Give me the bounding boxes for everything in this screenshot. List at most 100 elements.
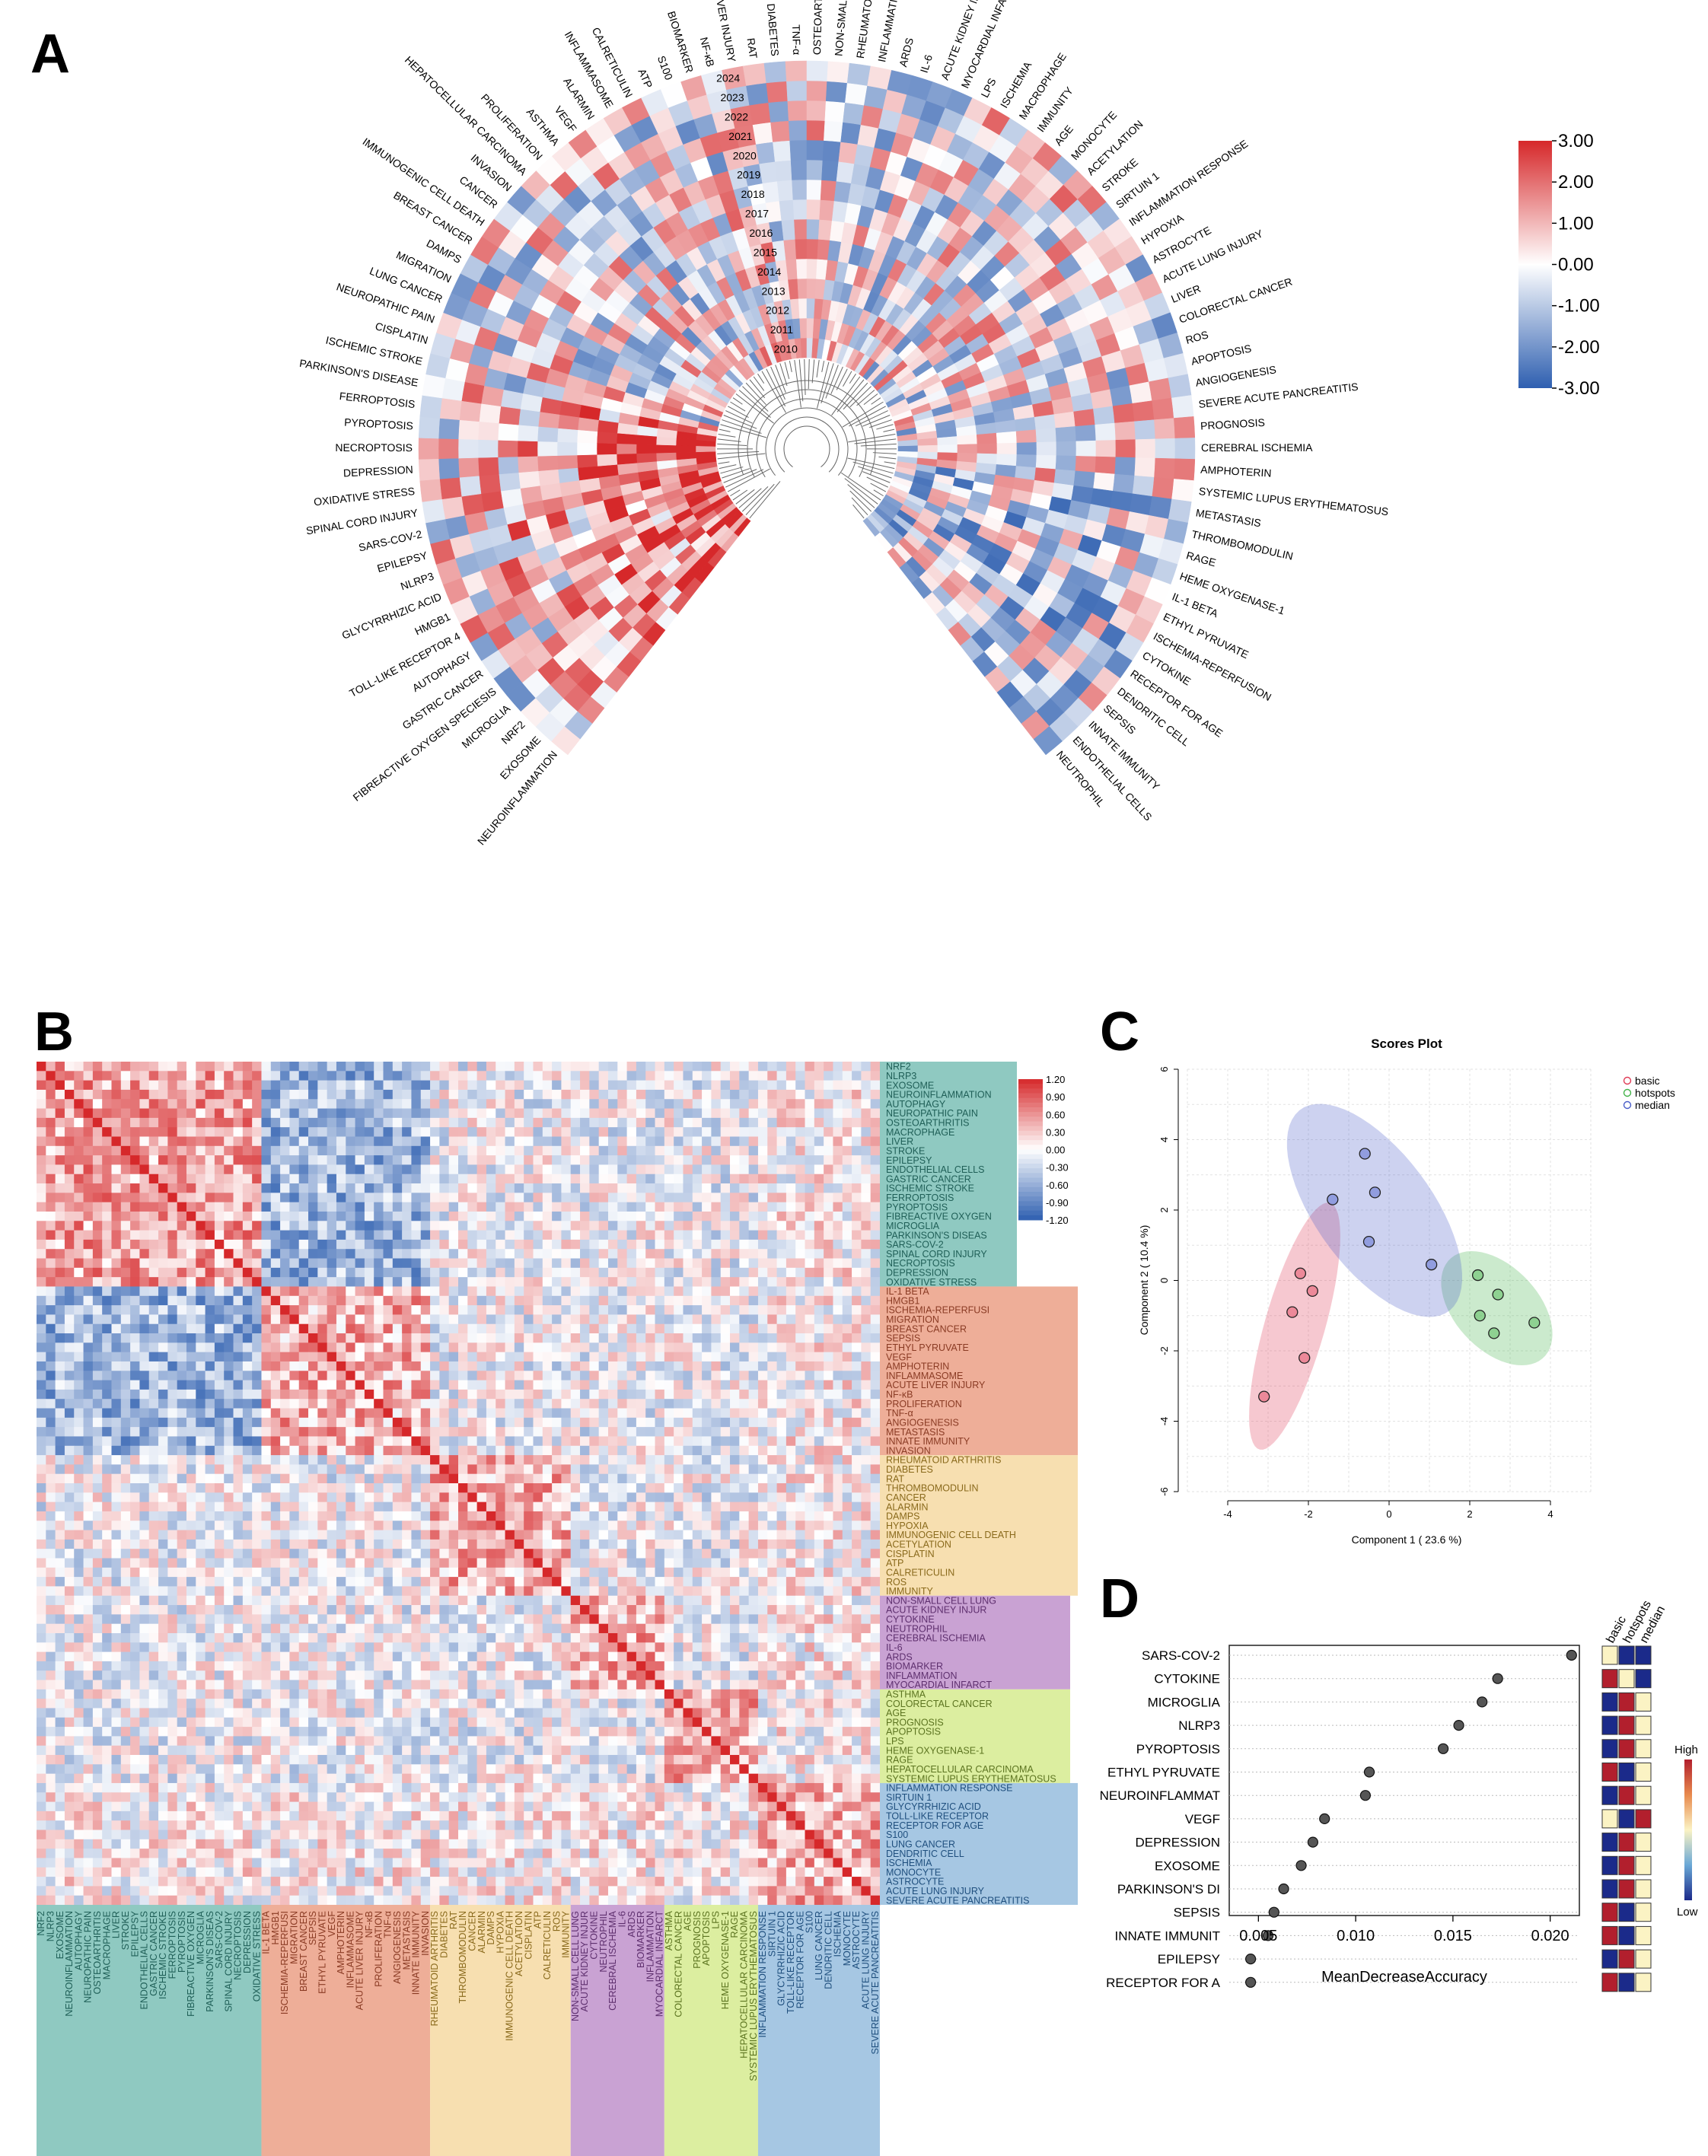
heatmap-cell <box>1035 454 1057 470</box>
corr-cell <box>824 1127 833 1137</box>
corr-cell <box>702 1277 712 1287</box>
corr-cell <box>289 1071 300 1081</box>
corr-cell <box>158 1333 168 1343</box>
corr-cell <box>205 1361 215 1371</box>
corr-cell <box>776 1174 787 1184</box>
corr-cell <box>805 1389 815 1400</box>
corr-cell <box>476 1258 487 1269</box>
corr-cell <box>607 1286 618 1297</box>
corr-cell <box>683 1239 693 1250</box>
corr-cell <box>214 1099 225 1109</box>
corr-cell <box>580 1239 590 1250</box>
corr-cell <box>439 1267 450 1278</box>
corr-cell <box>842 1155 852 1165</box>
corr-cell <box>280 1239 290 1250</box>
corr-cell <box>776 1221 787 1231</box>
corr-cell <box>374 1267 384 1278</box>
corr-cell <box>664 1145 674 1156</box>
corr-cell <box>683 1164 693 1175</box>
corr-cell <box>467 1333 478 1343</box>
corr-cell <box>196 1314 206 1325</box>
corr-cell <box>842 1323 852 1334</box>
corr-cell <box>692 1202 703 1212</box>
corr-cell <box>37 1145 46 1156</box>
corr-cell <box>214 1089 225 1100</box>
corr-cell <box>261 1352 272 1362</box>
heatmap-cell <box>996 442 1018 455</box>
corr-cell <box>148 1183 159 1193</box>
corr-cell <box>439 1211 450 1221</box>
corr-cell <box>402 1108 412 1119</box>
corr-cell <box>757 1202 768 1212</box>
heatmap-cell <box>749 102 771 126</box>
corr-cell <box>224 1108 234 1119</box>
corr-cell <box>411 1239 422 1250</box>
corr-cell <box>327 1408 337 1419</box>
corr-cell <box>130 1127 140 1137</box>
corr-cell <box>317 1239 328 1250</box>
corr-cell <box>561 1108 572 1119</box>
corr-cell <box>870 1258 881 1269</box>
corr-cell <box>111 1389 122 1400</box>
corr-cell <box>674 1342 684 1353</box>
corr-cell <box>795 1380 805 1390</box>
corr-cell <box>224 1089 234 1100</box>
heatmap-cell <box>1154 457 1176 479</box>
corr-cell <box>655 1145 665 1156</box>
corr-cell <box>167 1183 178 1193</box>
corr-cell <box>842 1286 852 1297</box>
dendrogram-arc <box>738 380 876 475</box>
corr-cell <box>261 1221 272 1231</box>
corr-cell <box>776 1155 787 1165</box>
corr-cell <box>411 1371 422 1381</box>
corr-cell <box>505 1380 515 1390</box>
heatmap-cell <box>438 457 460 479</box>
corr-cell <box>505 1249 515 1259</box>
corr-cell <box>130 1314 140 1325</box>
corr-cell <box>692 1389 703 1400</box>
heatmap-cell <box>786 80 808 101</box>
corr-cell <box>214 1380 225 1390</box>
corr-cell <box>767 1230 777 1240</box>
corr-cell <box>785 1239 796 1250</box>
corr-cell <box>420 1136 431 1147</box>
corr-cell <box>496 1408 505 1419</box>
term-label: NLRP3 <box>399 570 435 593</box>
corr-cell <box>364 1277 374 1287</box>
corr-cell <box>355 1174 365 1184</box>
corr-cell <box>355 1211 365 1221</box>
corr-cell <box>120 1305 131 1315</box>
corr-cell <box>308 1155 318 1165</box>
corr-cell <box>242 1258 253 1269</box>
corr-cell <box>289 1333 300 1343</box>
legend-tick-label: 0.00 <box>1558 255 1594 275</box>
corr-cell <box>805 1352 815 1362</box>
corr-cell <box>402 1183 412 1193</box>
corr-cell <box>476 1089 487 1100</box>
corr-cell <box>626 1155 637 1165</box>
corr-cell <box>327 1174 337 1184</box>
year-label: 2011 <box>770 323 793 336</box>
corr-cell <box>336 1389 346 1400</box>
corr-cell <box>785 1089 796 1100</box>
corr-cell <box>430 1211 440 1221</box>
corr-cell <box>814 1380 824 1390</box>
corr-cell <box>824 1408 833 1419</box>
corr-cell <box>448 1305 459 1315</box>
corr-cell <box>37 1314 46 1325</box>
corr-cell <box>346 1286 355 1297</box>
corr-cell <box>833 1371 843 1381</box>
heatmap-cell <box>792 199 808 220</box>
corr-cell <box>392 1062 403 1072</box>
corr-cell <box>730 1230 740 1240</box>
corr-cell <box>177 1071 187 1081</box>
corr-cell <box>842 1267 852 1278</box>
corr-cell <box>711 1295 722 1306</box>
corr-cell <box>645 1380 655 1390</box>
corr-cell <box>430 1267 440 1278</box>
corr-cell <box>252 1258 262 1269</box>
corr-cell <box>448 1399 459 1409</box>
corr-cell <box>833 1267 843 1278</box>
corr-cell <box>186 1183 196 1193</box>
corr-cell <box>430 1352 440 1362</box>
